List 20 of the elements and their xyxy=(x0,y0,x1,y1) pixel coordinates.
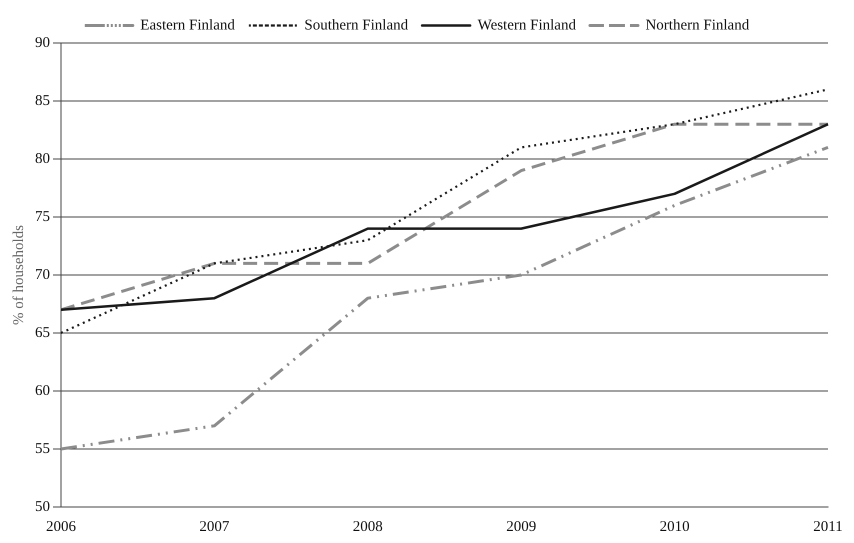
x-tick-label: 2011 xyxy=(813,518,843,535)
legend-label: Eastern Finland xyxy=(140,17,236,34)
y-tick-label: 60 xyxy=(35,382,50,399)
y-tick-label: 55 xyxy=(35,440,50,457)
x-tick-label: 2008 xyxy=(352,518,383,535)
y-tick-label: 50 xyxy=(35,498,50,515)
x-tick-label: 2006 xyxy=(46,518,76,535)
legend-label: Southern Finland xyxy=(304,17,409,34)
x-tick-label: 2010 xyxy=(660,518,690,535)
y-axis-title: % of households xyxy=(10,224,27,325)
legend-label: Western Finland xyxy=(478,17,576,34)
y-tick-label: 80 xyxy=(35,150,50,167)
y-tick-label: 75 xyxy=(35,208,50,225)
y-tick-label: 85 xyxy=(35,92,50,109)
y-tick-label: 70 xyxy=(35,266,50,283)
x-tick-label: 2007 xyxy=(199,518,230,535)
x-tick-label: 2009 xyxy=(506,518,536,535)
legend-label: Northern Finland xyxy=(645,17,750,34)
y-tick-label: 90 xyxy=(35,34,50,51)
y-tick-label: 65 xyxy=(35,324,50,341)
